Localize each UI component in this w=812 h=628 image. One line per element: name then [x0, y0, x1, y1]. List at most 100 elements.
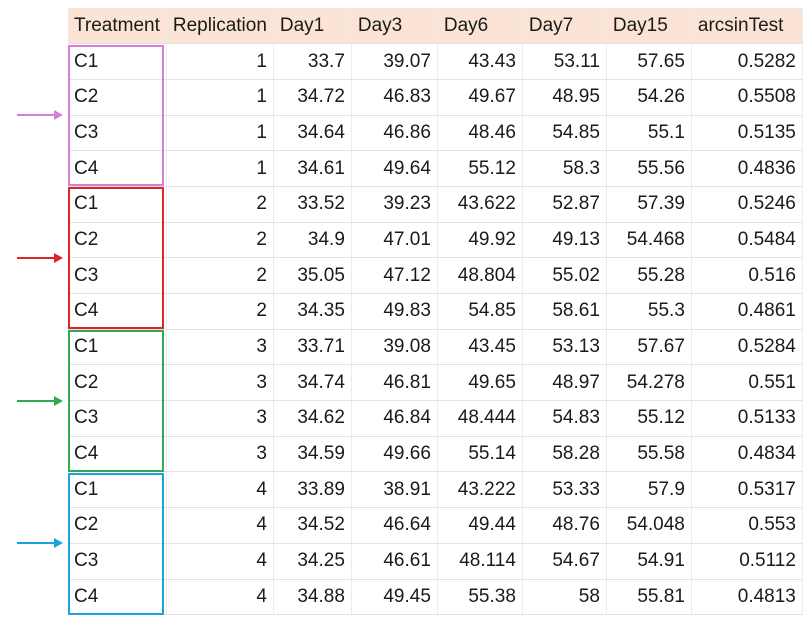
table-cell[interactable]: C1 [68, 186, 167, 223]
table-cell[interactable]: 0.5133 [691, 400, 803, 437]
table-cell[interactable]: 53.33 [522, 471, 607, 509]
table-cell[interactable]: 43.622 [437, 186, 523, 223]
column-header[interactable]: Treatment [68, 8, 167, 45]
table-cell[interactable]: 55.38 [437, 579, 523, 616]
table-cell[interactable]: 0.4834 [691, 436, 803, 473]
table-cell[interactable]: C1 [68, 43, 167, 80]
table-cell[interactable]: 0.5135 [691, 115, 803, 152]
table-cell[interactable]: 35.05 [273, 257, 352, 294]
table-cell[interactable]: 4 [166, 471, 274, 509]
table-cell[interactable]: 0.4813 [691, 579, 803, 616]
table-cell[interactable]: 46.83 [351, 79, 438, 116]
table-cell[interactable]: 4 [166, 543, 274, 580]
table-cell[interactable]: 43.222 [437, 471, 523, 509]
table-cell[interactable]: 38.91 [351, 471, 438, 509]
table-cell[interactable]: 49.66 [351, 436, 438, 473]
table-cell[interactable]: 1 [166, 79, 274, 116]
table-cell[interactable]: C2 [68, 222, 167, 259]
table-cell[interactable]: 34.61 [273, 150, 352, 187]
table-cell[interactable]: 48.95 [522, 79, 607, 116]
table-cell[interactable]: C4 [68, 579, 167, 616]
table-cell[interactable]: 33.7 [273, 43, 352, 80]
table-cell[interactable]: 54.048 [606, 507, 692, 544]
table-cell[interactable]: 49.83 [351, 293, 438, 330]
table-cell[interactable]: 33.52 [273, 186, 352, 223]
table-cell[interactable]: 57.39 [606, 186, 692, 223]
table-cell[interactable]: 55.12 [606, 400, 692, 437]
table-cell[interactable]: 3 [166, 436, 274, 473]
column-header[interactable]: Day3 [351, 8, 438, 45]
table-cell[interactable]: 0.5284 [691, 329, 803, 366]
table-cell[interactable]: 0.5282 [691, 43, 803, 80]
table-cell[interactable]: 39.07 [351, 43, 438, 80]
table-cell[interactable]: C3 [68, 543, 167, 580]
table-cell[interactable]: 46.86 [351, 115, 438, 152]
column-header[interactable]: arcsinTest [691, 8, 803, 45]
table-cell[interactable]: 1 [166, 115, 274, 152]
table-cell[interactable]: 34.88 [273, 579, 352, 616]
table-cell[interactable]: 49.92 [437, 222, 523, 259]
column-header[interactable]: Replication [166, 8, 274, 45]
table-cell[interactable]: 43.43 [437, 43, 523, 80]
table-cell[interactable]: 55.02 [522, 257, 607, 294]
table-cell[interactable]: 0.553 [691, 507, 803, 544]
table-cell[interactable]: 49.45 [351, 579, 438, 616]
table-cell[interactable]: 34.52 [273, 507, 352, 544]
table-cell[interactable]: 2 [166, 186, 274, 223]
table-cell[interactable]: 58.3 [522, 150, 607, 187]
table-cell[interactable]: C2 [68, 364, 167, 402]
table-cell[interactable]: 34.64 [273, 115, 352, 152]
table-cell[interactable]: 48.46 [437, 115, 523, 152]
table-cell[interactable]: 49.44 [437, 507, 523, 544]
table-cell[interactable]: 1 [166, 150, 274, 187]
table-cell[interactable]: 39.08 [351, 329, 438, 366]
table-cell[interactable]: C4 [68, 293, 167, 330]
table-cell[interactable]: 34.9 [273, 222, 352, 259]
table-cell[interactable]: 33.89 [273, 471, 352, 509]
table-cell[interactable]: 0.516 [691, 257, 803, 294]
table-cell[interactable]: 54.91 [606, 543, 692, 580]
table-cell[interactable]: 2 [166, 293, 274, 330]
table-cell[interactable]: 0.5484 [691, 222, 803, 259]
table-cell[interactable]: 58.61 [522, 293, 607, 330]
table-cell[interactable]: C3 [68, 400, 167, 437]
table-cell[interactable]: 47.12 [351, 257, 438, 294]
table-cell[interactable]: 52.87 [522, 186, 607, 223]
table-cell[interactable]: 34.59 [273, 436, 352, 473]
table-cell[interactable]: 33.71 [273, 329, 352, 366]
table-cell[interactable]: 1 [166, 43, 274, 80]
table-cell[interactable]: 48.76 [522, 507, 607, 544]
table-cell[interactable]: C3 [68, 115, 167, 152]
table-cell[interactable]: C1 [68, 329, 167, 366]
table-cell[interactable]: 3 [166, 364, 274, 402]
table-cell[interactable]: 46.61 [351, 543, 438, 580]
table-cell[interactable]: 39.23 [351, 186, 438, 223]
table-cell[interactable]: 55.14 [437, 436, 523, 473]
table-cell[interactable]: 55.56 [606, 150, 692, 187]
table-cell[interactable]: 57.67 [606, 329, 692, 366]
table-cell[interactable]: 54.26 [606, 79, 692, 116]
table-cell[interactable]: C1 [68, 471, 167, 509]
table-cell[interactable]: 0.551 [691, 364, 803, 402]
table-cell[interactable]: C3 [68, 257, 167, 294]
table-cell[interactable]: C4 [68, 150, 167, 187]
table-cell[interactable]: 34.72 [273, 79, 352, 116]
table-cell[interactable]: 43.45 [437, 329, 523, 366]
table-cell[interactable]: 58 [522, 579, 607, 616]
table-cell[interactable]: 55.3 [606, 293, 692, 330]
table-cell[interactable]: 0.5317 [691, 471, 803, 509]
table-cell[interactable]: 46.84 [351, 400, 438, 437]
table-cell[interactable]: 58.28 [522, 436, 607, 473]
table-cell[interactable]: 3 [166, 329, 274, 366]
table-cell[interactable]: 55.1 [606, 115, 692, 152]
table-cell[interactable]: 48.804 [437, 257, 523, 294]
table-cell[interactable]: 57.65 [606, 43, 692, 80]
table-cell[interactable]: 55.81 [606, 579, 692, 616]
table-cell[interactable]: 0.5112 [691, 543, 803, 580]
table-cell[interactable]: 55.58 [606, 436, 692, 473]
table-cell[interactable]: 54.278 [606, 364, 692, 402]
column-header[interactable]: Day15 [606, 8, 692, 45]
table-cell[interactable]: 34.25 [273, 543, 352, 580]
column-header[interactable]: Day1 [273, 8, 352, 45]
column-header[interactable]: Day7 [522, 8, 607, 45]
